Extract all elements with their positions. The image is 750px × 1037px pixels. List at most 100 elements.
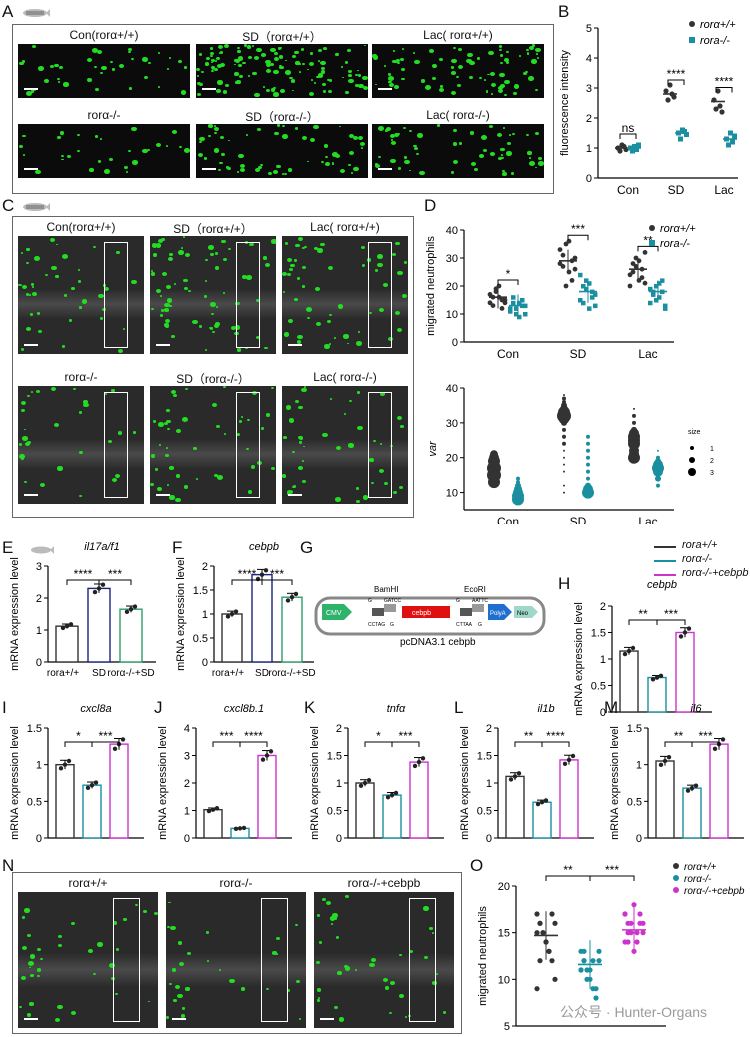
gfp-cell: [92, 48, 99, 54]
data-point: [259, 572, 265, 577]
gfp-cell: [182, 416, 189, 422]
gfp-cell: [183, 287, 188, 291]
ecori-label: EcoRI: [464, 585, 486, 594]
plasmid-diagram: CMV BamHI G GATCC CCTAG G cebpb EcoRI G …: [314, 585, 546, 648]
gfp-cell: [173, 283, 176, 285]
gfp-cell: [26, 440, 31, 444]
gfp-cell: [363, 86, 368, 91]
gfp-cell: [372, 55, 379, 60]
data-point: [289, 595, 295, 600]
gfp-cell: [378, 469, 384, 474]
gfp-cell: [163, 422, 168, 426]
size-dot: [562, 396, 566, 401]
gfp-cell: [242, 61, 246, 65]
gfp-cell: [317, 59, 320, 62]
gfp-cell: [169, 253, 173, 256]
data-point: [490, 303, 496, 308]
y-tick-label: 20: [446, 281, 458, 293]
data-point: [596, 948, 602, 954]
gfp-cell: [281, 173, 284, 176]
gfp-cell: [223, 257, 228, 262]
gfp-cell: [378, 307, 384, 313]
gfp-cell: [301, 479, 307, 484]
bar: [355, 782, 375, 839]
data-point: [89, 783, 95, 788]
gfp-cell: [203, 295, 208, 299]
gfp-cell: [168, 57, 171, 59]
gfp-cell: [177, 993, 184, 999]
gfp-cell: [240, 986, 246, 991]
gfp-cell: [383, 64, 386, 67]
gfp-cell: [299, 71, 302, 73]
data-point: [214, 806, 220, 811]
gfp-cell: [39, 957, 43, 961]
gfp-cell: [170, 389, 177, 394]
gfp-cell: [525, 133, 529, 137]
image-caption: SD（rorα+/+）: [173, 222, 253, 236]
y-tick-label: 0.5: [193, 633, 208, 645]
data-point: [241, 825, 247, 831]
gfp-cell: [439, 85, 444, 89]
gfp-cell: [456, 83, 461, 87]
gfp-cell: [108, 439, 113, 443]
data-point: [730, 139, 735, 145]
bar: [55, 763, 75, 839]
legend-line: [654, 546, 676, 548]
gfp-cell: [357, 74, 361, 78]
data-point: [572, 255, 578, 261]
gfp-cell: [49, 64, 54, 69]
data-point: [493, 286, 499, 292]
gfp-cell: [316, 961, 321, 965]
gfp-cell: [361, 264, 366, 267]
gfp-cell: [32, 291, 37, 296]
micrograph: [282, 236, 408, 354]
gfp-cell: [373, 440, 376, 443]
panel-label-b: B: [558, 2, 570, 21]
chart-title: cebpb: [647, 579, 677, 591]
x-tick-label: SD: [570, 347, 587, 361]
image-caption: rorα-/-: [64, 370, 98, 384]
size-dot: [516, 476, 520, 481]
gfp-cell: [344, 413, 347, 416]
gfp-cell: [164, 302, 171, 308]
size-dot: [586, 476, 590, 481]
gfp-cell: [287, 489, 294, 495]
significance-bracket: [541, 741, 570, 747]
gfp-cell: [404, 1016, 408, 1019]
significance-label: ***: [98, 729, 112, 743]
y-axis-label: mRNA expression level: [9, 726, 21, 840]
gfp-cell: [254, 168, 260, 172]
data-point: [682, 630, 688, 635]
gfp-cell: [394, 84, 400, 89]
data-point: [622, 939, 628, 945]
gfp-cell: [23, 428, 26, 431]
gfp-cell: [77, 269, 80, 272]
gfp-cell: [33, 256, 40, 262]
gfp-cell: [157, 422, 164, 427]
gfp-cell: [432, 980, 437, 985]
gfp-cell: [87, 78, 92, 82]
x-tick-label: Lac: [638, 347, 657, 361]
gfp-cell: [260, 163, 264, 167]
gfp-cell: [487, 73, 490, 76]
x-tick-label: SD: [255, 668, 269, 679]
gfp-cell: [176, 474, 181, 478]
gfp-cell: [500, 61, 504, 65]
gfp-cell: [229, 978, 236, 984]
gfp-cell: [200, 70, 204, 74]
gfp-cell: [187, 951, 191, 955]
gfp-cell: [467, 53, 473, 58]
data-point: [628, 920, 634, 926]
significance-label: ****: [238, 567, 257, 581]
data-point: [719, 109, 725, 115]
gfp-cell: [327, 265, 334, 271]
gfp-cell: [234, 72, 239, 76]
gfp-cell: [474, 167, 479, 171]
gfp-cell: [21, 457, 24, 460]
gfp-cell: [537, 161, 544, 166]
gfp-cell: [20, 408, 26, 413]
gfp-cell: [110, 977, 115, 981]
gfp-cell: [534, 88, 538, 91]
